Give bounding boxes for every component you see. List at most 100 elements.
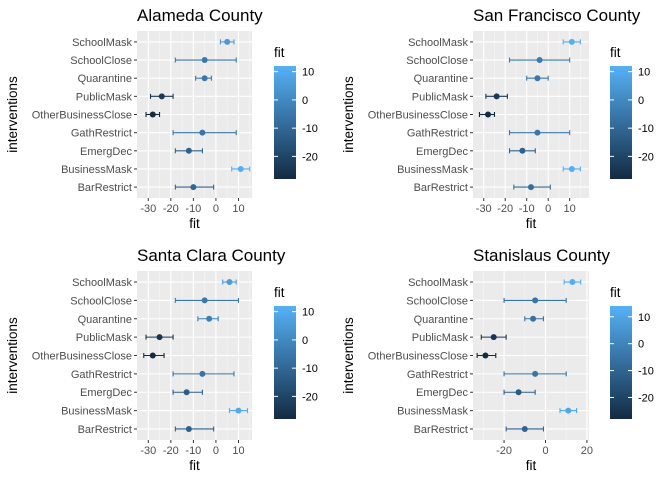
data-point [568, 165, 575, 172]
x-tick-label: -30 [140, 445, 156, 457]
x-tick-label: -20 [497, 203, 513, 215]
data-point [568, 38, 575, 45]
data-point [521, 425, 528, 432]
legend-title: fit [274, 285, 285, 300]
y-tick-label: BusinessMask [61, 164, 132, 176]
data-point [532, 297, 539, 304]
data-point [237, 165, 244, 172]
data-point [149, 352, 156, 359]
y-tick-label: SchoolClose [70, 55, 132, 67]
colorbar [610, 66, 632, 179]
data-point [226, 279, 233, 286]
data-point [183, 389, 190, 396]
y-tick-label: EmergDec [416, 387, 468, 399]
y-tick-label: SchoolMask [408, 277, 468, 289]
facet-title: San Francisco County [473, 6, 641, 25]
y-tick-label: GathRestrict [407, 369, 468, 381]
x-tick-label: -10 [185, 445, 201, 457]
facet-panel: Alameda County -30 -20 -10 0 10 SchoolMask Scho… [5, 6, 318, 231]
data-point [536, 57, 543, 64]
x-tick-label: 10 [232, 203, 244, 215]
x-tick-label: -20 [163, 445, 179, 457]
y-tick-label: GathRestrict [71, 369, 132, 381]
data-point [201, 297, 208, 304]
data-point [569, 279, 576, 286]
data-point [530, 315, 537, 322]
colorbar-label: 10 [638, 312, 650, 324]
colorbar-label: -20 [638, 392, 654, 404]
y-tick-label: EmergDec [416, 146, 468, 158]
data-point [185, 147, 192, 154]
x-tick-label: 0 [213, 445, 219, 457]
data-point [224, 38, 231, 45]
data-point [528, 184, 534, 191]
y-tick-label: GathRestrict [407, 128, 468, 140]
colorbar-label: -10 [638, 123, 654, 135]
y-tick-label: SchoolMask [72, 277, 132, 289]
y-tick-label: BarRestrict [414, 424, 468, 436]
data-point [235, 407, 242, 414]
x-tick-label: -10 [185, 203, 201, 215]
x-tick-label: 10 [232, 445, 244, 457]
colorbar-label: -10 [638, 366, 654, 378]
y-axis-title: interventions [5, 76, 20, 153]
y-tick-label: BusinessMask [397, 164, 468, 176]
y-tick-label: OtherBusinessClose [32, 351, 132, 363]
colorbar-label: -20 [302, 391, 318, 403]
data-point [493, 93, 500, 100]
facet-panel: Stanislaus County -20 0 20 SchoolMask SchoolC… [341, 246, 654, 473]
colorbar-label: 10 [302, 67, 314, 79]
y-tick-label: PublicMask [76, 91, 133, 103]
y-tick-label: SchoolClose [406, 55, 468, 67]
y-tick-label: BarRestrict [78, 424, 132, 436]
data-point [185, 425, 192, 432]
y-tick-label: Quarantine [414, 73, 468, 85]
y-tick-label: PublicMask [76, 332, 133, 344]
y-tick-label: EmergDec [80, 387, 132, 399]
facet-panel: Santa Clara County -30 -20 -10 0 10 SchoolMask… [5, 246, 318, 473]
y-tick-label: SchoolClose [406, 295, 468, 307]
data-point [158, 93, 165, 100]
legend-title: fit [610, 45, 621, 60]
y-tick-label: BusinessMask [61, 406, 132, 418]
y-axis-title: interventions [5, 317, 20, 394]
colorbar-label: 10 [638, 67, 650, 79]
y-tick-label: SchoolClose [70, 295, 132, 307]
data-point [482, 352, 489, 359]
x-axis-title: fit [526, 216, 537, 231]
data-point [190, 184, 197, 191]
data-point [565, 407, 572, 414]
y-tick-label: BusinessMask [397, 406, 468, 418]
y-tick-label: SchoolMask [408, 37, 468, 49]
colorbar-label: 0 [638, 339, 644, 351]
colorbar-label: -10 [302, 363, 318, 375]
colorbar-label: 0 [302, 95, 308, 107]
y-tick-label: BarRestrict [78, 182, 132, 194]
x-tick-label: -10 [519, 203, 535, 215]
data-point [515, 389, 522, 396]
data-point [534, 75, 541, 82]
y-tick-label: Quarantine [414, 314, 468, 326]
x-tick-label: -20 [163, 203, 179, 215]
facet-title: Santa Clara County [137, 246, 286, 265]
colorbar-label: 10 [302, 307, 314, 319]
x-tick-label: -20 [496, 445, 512, 457]
x-tick-label: 0 [545, 203, 551, 215]
data-point [149, 111, 156, 118]
legend-title: fit [274, 45, 285, 60]
y-tick-label: EmergDec [80, 146, 132, 158]
y-tick-label: Quarantine [78, 73, 132, 85]
colorbar-label: 0 [302, 335, 308, 347]
x-tick-label: 0 [213, 203, 219, 215]
x-tick-label: 0 [542, 445, 548, 457]
y-tick-label: BarRestrict [414, 182, 468, 194]
y-axis-title: interventions [341, 76, 356, 153]
x-tick-label: 20 [581, 445, 593, 457]
y-tick-label: PublicMask [412, 91, 469, 103]
y-tick-label: OtherBusinessClose [32, 110, 132, 122]
y-tick-label: OtherBusinessClose [368, 110, 468, 122]
data-point [534, 129, 541, 136]
facet-panel: San Francisco County -30 -20 -10 0 10 SchoolMa… [341, 6, 654, 231]
